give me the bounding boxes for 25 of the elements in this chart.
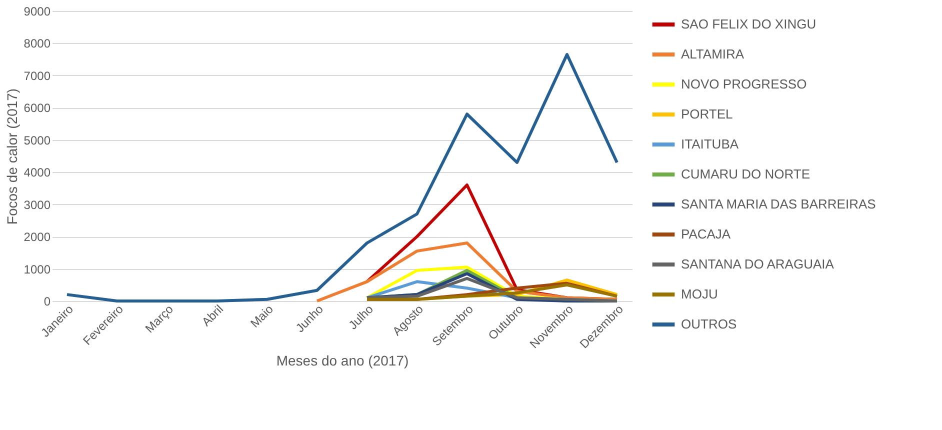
legend-label: CUMARU DO NORTE: [681, 166, 810, 182]
y-tick-label: 7000: [24, 68, 51, 83]
legend-label: SANTANA DO ARAGUAIA: [681, 256, 834, 272]
x-axis-title: Meses do ano (2017): [276, 352, 409, 368]
legend-label: ITAITUBA: [681, 136, 739, 152]
y-tick-label: 1000: [24, 262, 51, 276]
y-axis-title: Focos de calor (2017): [4, 88, 20, 225]
y-tick-label: 4000: [24, 166, 51, 180]
legend-label: OUTROS: [681, 316, 737, 332]
y-tick-label: 0: [44, 294, 51, 308]
line-series: [66, 53, 618, 302]
y-tick-label: 5000: [24, 133, 51, 148]
legend-label: MOJU: [681, 286, 718, 302]
line-series: [316, 242, 618, 302]
legend-label: SANTA MARIA DAS BARREIRAS: [681, 196, 876, 212]
y-tick-label: 2000: [24, 230, 51, 244]
legend-label: ALTAMIRA: [681, 46, 744, 62]
y-tick-label: 6000: [24, 101, 51, 116]
y-tick-label: 3000: [24, 198, 51, 212]
y-tick-label: 8000: [24, 36, 51, 51]
legend-label: PORTEL: [681, 106, 733, 122]
legend-label: SAO FELIX DO XINGU: [681, 16, 816, 32]
legend-label: PACAJA: [681, 226, 731, 242]
y-tick-label: 9000: [24, 4, 51, 18]
legend-label: NOVO PROGRESSO: [681, 76, 807, 92]
